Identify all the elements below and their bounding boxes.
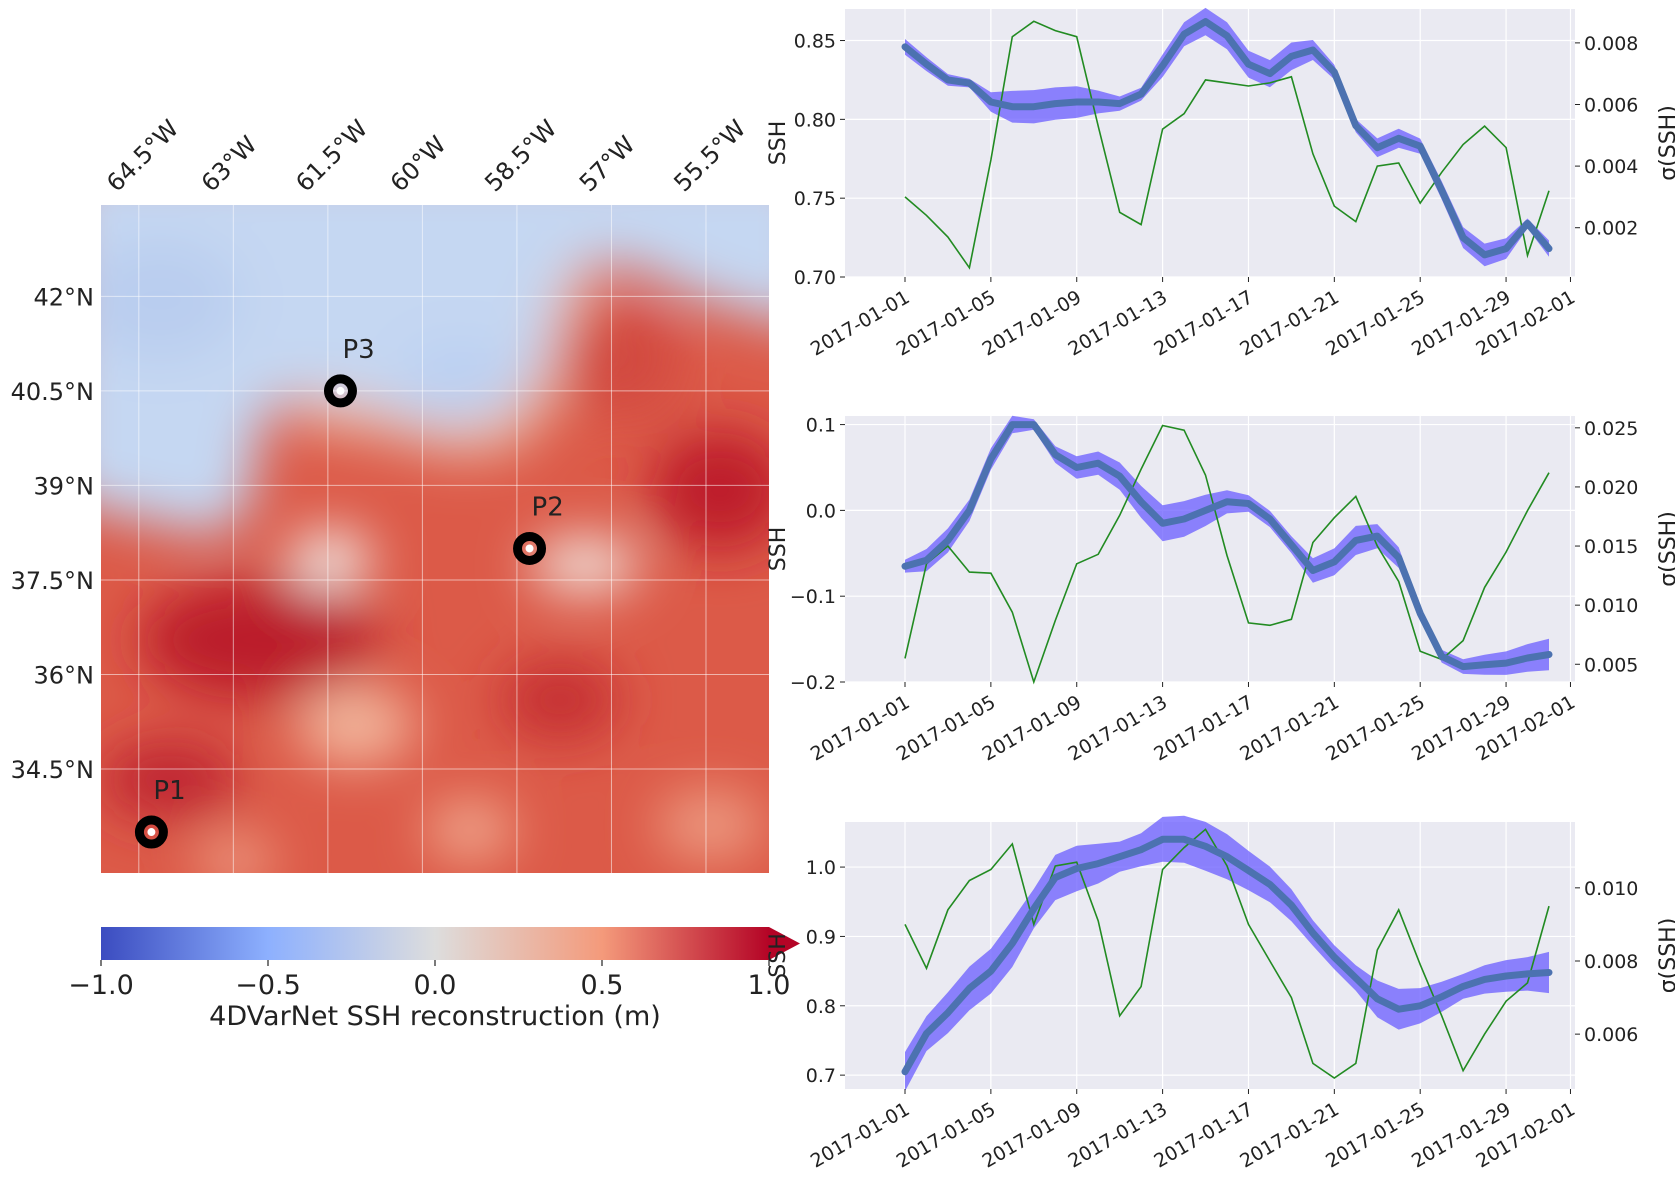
timeseries-p2: −0.2 −0.1 0.0 0.1 0.005 0.010 0.015 0.020 0.025 S… xyxy=(766,415,1675,766)
y-tick-label: 0.75 xyxy=(794,188,836,210)
y-tick-label: −0.1 xyxy=(790,586,836,608)
lat-tick-label: 37.5°N xyxy=(11,567,94,595)
colorbar-tick-label: 0.5 xyxy=(581,970,624,1001)
map-field xyxy=(101,205,769,873)
ssh-mean-line xyxy=(901,835,1553,1076)
point-marker-ring xyxy=(134,815,168,849)
std-series-line xyxy=(904,828,1550,1079)
y2-tick-label: 0.006 xyxy=(1584,94,1638,116)
colorbar: −1.0 −0.5 0.0 0.5 1.0 4DVarNet SSH reconstru… xyxy=(68,927,800,1032)
point-label: P1 xyxy=(153,776,185,806)
point-label: P2 xyxy=(532,492,564,522)
lon-tick-label: 60°W xyxy=(385,131,452,198)
y-tick-label: 0.7 xyxy=(806,1065,836,1087)
colorbar-tick-label: −0.5 xyxy=(235,970,301,1001)
y2-tick-label: 0.015 xyxy=(1584,536,1638,558)
y-tick-label: −0.2 xyxy=(790,672,836,694)
y2-axis-label: σ(SSH) xyxy=(1656,511,1675,587)
colorbar-gradient xyxy=(101,927,769,960)
colorbar-tick-label: 1.0 xyxy=(748,970,791,1001)
longitude-tick-labels: 64.5°W 63°W 61.5°W 60°W 58.5°W 57°W 55.5°W xyxy=(101,114,751,197)
y-tick-label: 0.70 xyxy=(794,267,836,289)
colorbar-tick-label: 0.0 xyxy=(414,970,457,1001)
lon-tick-label: 63°W xyxy=(196,131,263,198)
lat-tick-label: 39°N xyxy=(34,472,95,500)
point-marker-ring xyxy=(513,531,547,565)
plot-area xyxy=(845,416,1575,682)
timeseries-p1: 0.70 0.75 0.80 0.85 0.002 0.004 0.006 0.008 SSH σ… xyxy=(766,7,1675,361)
lat-tick-label: 36°N xyxy=(34,661,95,689)
y-axis-label: SSH xyxy=(766,121,791,165)
lon-tick-label: 61.5°W xyxy=(290,114,373,197)
y2-tick-label: 0.010 xyxy=(1584,878,1638,900)
colorbar-extend-arrow xyxy=(769,927,800,960)
y-tick-label: 0.9 xyxy=(806,926,836,948)
y-tick-label: 0.1 xyxy=(806,415,836,437)
y2-tick-label: 0.005 xyxy=(1584,654,1638,676)
point-marker-center xyxy=(336,386,345,395)
lon-tick-label: 55.5°W xyxy=(668,114,751,197)
y2-tick-label: 0.020 xyxy=(1584,477,1638,499)
point-marker-center xyxy=(147,828,156,837)
colorbar-tick-label: −1.0 xyxy=(68,970,134,1001)
map-points: P1 P2 P3 xyxy=(134,335,564,849)
lon-tick-label: 57°W xyxy=(574,131,641,198)
std-series-line xyxy=(904,20,1550,270)
point-marker-ring xyxy=(323,374,357,408)
ssh-uncertainty-band xyxy=(905,815,1549,1092)
y-axis-label: SSH xyxy=(766,527,791,571)
y2-tick-label: 0.004 xyxy=(1584,156,1638,178)
ssh-mean-line xyxy=(901,18,1553,259)
y-tick-label: 0.8 xyxy=(806,996,836,1018)
y2-tick-label: 0.008 xyxy=(1584,33,1638,55)
ssh-mean-line xyxy=(901,421,1553,671)
y-tick-label: 1.0 xyxy=(806,857,836,879)
y2-tick-label: 0.010 xyxy=(1584,595,1638,617)
latitude-tick-labels: 42°N 40.5°N 39°N 37.5°N 36°N 34.5°N xyxy=(11,283,94,784)
ssh-map: 64.5°W 63°W 61.5°W 60°W 58.5°W 57°W 55.5°W 42°… xyxy=(11,114,769,873)
lat-tick-label: 40.5°N xyxy=(11,378,94,406)
point-marker-center xyxy=(525,544,534,553)
lon-tick-label: 64.5°W xyxy=(101,114,184,197)
colorbar-label: 4DVarNet SSH reconstruction (m) xyxy=(209,1001,661,1032)
plot-area xyxy=(845,9,1575,277)
y2-tick-label: 0.008 xyxy=(1584,951,1638,973)
lon-tick-label: 58.5°W xyxy=(479,114,562,197)
y-tick-label: 0.85 xyxy=(794,31,836,53)
lat-tick-label: 42°N xyxy=(34,283,95,311)
colorbar-ticks: −1.0 −0.5 0.0 0.5 1.0 xyxy=(68,960,790,1001)
y2-tick-label: 0.025 xyxy=(1584,418,1638,440)
y-tick-label: 0.80 xyxy=(794,109,836,131)
y2-tick-label: 0.006 xyxy=(1584,1024,1638,1046)
lat-tick-label: 34.5°N xyxy=(11,756,94,784)
y-tick-label: 0.0 xyxy=(806,500,836,522)
y2-axis-label: σ(SSH) xyxy=(1656,105,1675,181)
y-axis-label: SSH xyxy=(766,933,791,977)
y2-tick-label: 0.002 xyxy=(1584,218,1638,240)
point-label: P3 xyxy=(342,335,374,365)
y2-axis-label: σ(SSH) xyxy=(1656,918,1675,994)
